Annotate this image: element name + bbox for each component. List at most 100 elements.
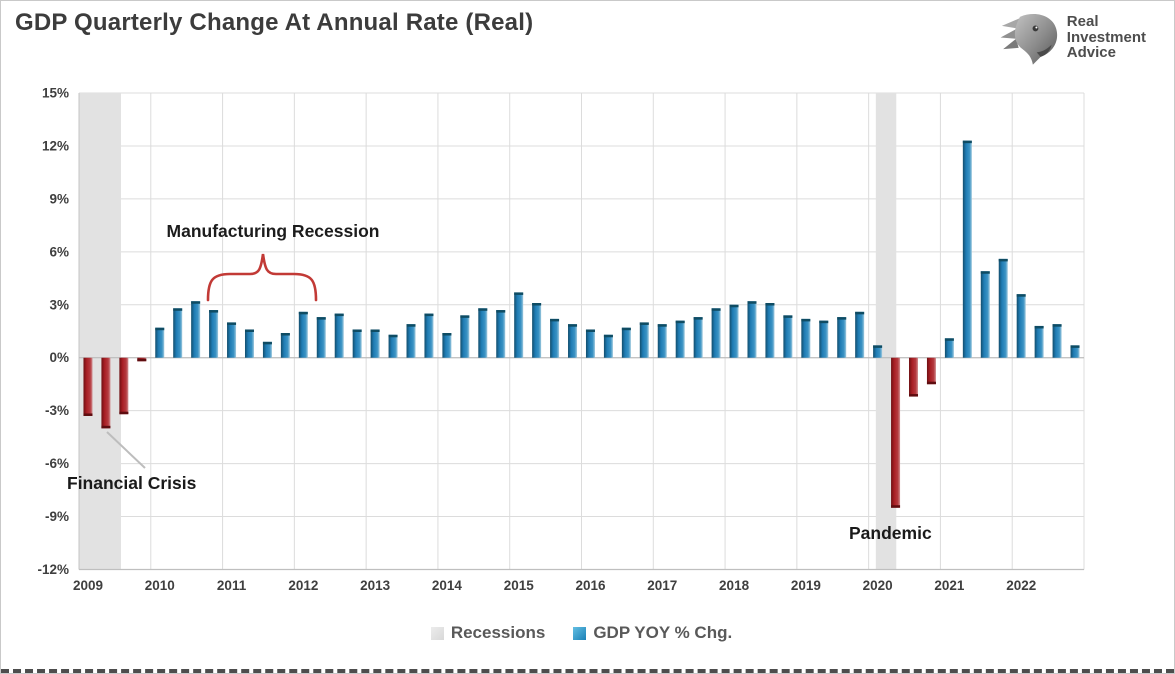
bar-2017-Q3 (693, 317, 703, 358)
bar-cap (101, 425, 111, 429)
bar-cap (747, 301, 757, 304)
bar-2016-Q3 (621, 327, 631, 358)
bar-cap (262, 341, 272, 345)
bar-2012-Q4 (352, 329, 362, 358)
x-tick-label: 2021 (934, 578, 965, 593)
legend-item-recessions: Recessions (430, 623, 546, 643)
bar-cap (352, 329, 362, 332)
bar-cap (280, 333, 290, 336)
bar-cap (442, 333, 452, 336)
bar-2019-Q3 (837, 317, 847, 358)
eagle-logo-icon (1000, 14, 1057, 65)
y-tick-label: 9% (49, 191, 69, 206)
bar-cap (657, 324, 667, 327)
bar-2021-Q2 (962, 140, 972, 358)
x-tick-label: 2014 (432, 578, 463, 593)
bar-2022-Q2 (1034, 325, 1044, 358)
bar-2017-Q4 (711, 308, 721, 358)
brand-line-2: Investment (1066, 28, 1146, 46)
legend-label-gdp: GDP YOY % Chg. (593, 623, 733, 642)
bar-2017-Q2 (675, 320, 685, 358)
bar-2011-Q3 (262, 341, 272, 358)
y-tick-label: -3% (45, 403, 69, 418)
bar-cap (478, 308, 488, 311)
bar-cap (370, 329, 380, 332)
bar-2010-Q1 (155, 327, 165, 358)
bar-2011-Q2 (244, 329, 254, 358)
bar-cap (621, 327, 631, 331)
manufacturing-recession-label: Manufacturing Recession (167, 221, 380, 241)
bar-cap (550, 318, 560, 322)
recessions-swatch-icon (430, 626, 444, 640)
bar-cap (532, 303, 542, 306)
bar-2012-Q3 (334, 313, 344, 358)
bar-cap (980, 271, 990, 274)
bar-2009-Q1 (83, 357, 93, 416)
bar-2019-Q2 (819, 320, 829, 358)
bar-2022-Q3 (1052, 324, 1062, 358)
bar-cap (855, 311, 865, 315)
chart-legend: Recessions GDP YOY % Chg. (79, 623, 1084, 643)
legend-item-gdp: GDP YOY % Chg. (573, 623, 732, 643)
financial-crisis-label: Financial Crisis (67, 473, 197, 493)
y-tick-label: -9% (45, 509, 69, 524)
bar-cap (173, 308, 183, 311)
y-tick-label: 6% (49, 244, 69, 259)
y-tick-label: 15% (42, 86, 69, 101)
bar-2021-Q4 (998, 258, 1008, 358)
bar-cap (837, 317, 847, 320)
bar-cap (1052, 324, 1062, 327)
x-tick-label: 2017 (647, 578, 677, 593)
bar-2017-Q1 (657, 324, 667, 358)
x-tick-label: 2013 (360, 578, 391, 593)
x-tick-label: 2016 (575, 578, 606, 593)
bar-2016-Q2 (603, 334, 613, 358)
annotations: Manufacturing Recession Financial Crisis… (67, 221, 932, 543)
x-tick-label: 2022 (1006, 578, 1036, 593)
bar-2011-Q1 (227, 322, 237, 358)
curly-brace-icon (206, 253, 318, 302)
bar-cap (729, 304, 739, 308)
bar-2022-Q4 (1070, 345, 1080, 358)
bar-2012-Q1 (298, 311, 308, 358)
bar-cap (191, 301, 201, 304)
bar-cap (873, 345, 883, 348)
bar-cap (460, 315, 470, 318)
bar-cap (388, 334, 398, 338)
bar-cap (119, 411, 129, 415)
bar-2021-Q1 (944, 338, 954, 358)
legend-label-recessions: Recessions (450, 623, 546, 642)
bar-cap (693, 317, 703, 320)
x-tick-label: 2015 (504, 578, 535, 593)
bar-cap (891, 505, 901, 508)
bar-cap (227, 322, 237, 325)
bar-2015-Q4 (568, 324, 578, 358)
bar-2016-Q4 (639, 322, 649, 358)
bar-cap (1016, 294, 1026, 297)
financial-crisis-leader-line (106, 431, 146, 469)
bar-2019-Q1 (801, 318, 811, 358)
bar-cap (496, 310, 506, 313)
bar-2015-Q1 (514, 292, 524, 358)
brand-logo: Real Investment Advice (998, 9, 1146, 66)
bar-2010-Q2 (173, 308, 183, 358)
bar-cap (801, 318, 811, 322)
bar-2022-Q1 (1016, 294, 1026, 358)
bar-cap (909, 394, 919, 397)
y-tick-label: -12% (37, 562, 69, 577)
x-tick-label: 2018 (719, 578, 750, 593)
bar-2015-Q3 (550, 318, 560, 358)
bar-2020-Q3 (909, 357, 919, 397)
bar-2018-Q1 (729, 304, 739, 358)
bar-2020-Q1 (873, 345, 883, 358)
bar-2012-Q2 (316, 317, 326, 358)
bar-2013-Q3 (406, 324, 416, 358)
bar-cap (765, 303, 775, 306)
bar-2021-Q3 (980, 271, 990, 358)
recession-band (79, 93, 121, 570)
bar-cap (962, 140, 972, 144)
y-tick-label: 3% (49, 297, 69, 312)
tick-labels: 15% 12% 9% 6% 3% 0% -3% -6% -9% -12% 2009 2010 2011 2… (37, 86, 1036, 594)
